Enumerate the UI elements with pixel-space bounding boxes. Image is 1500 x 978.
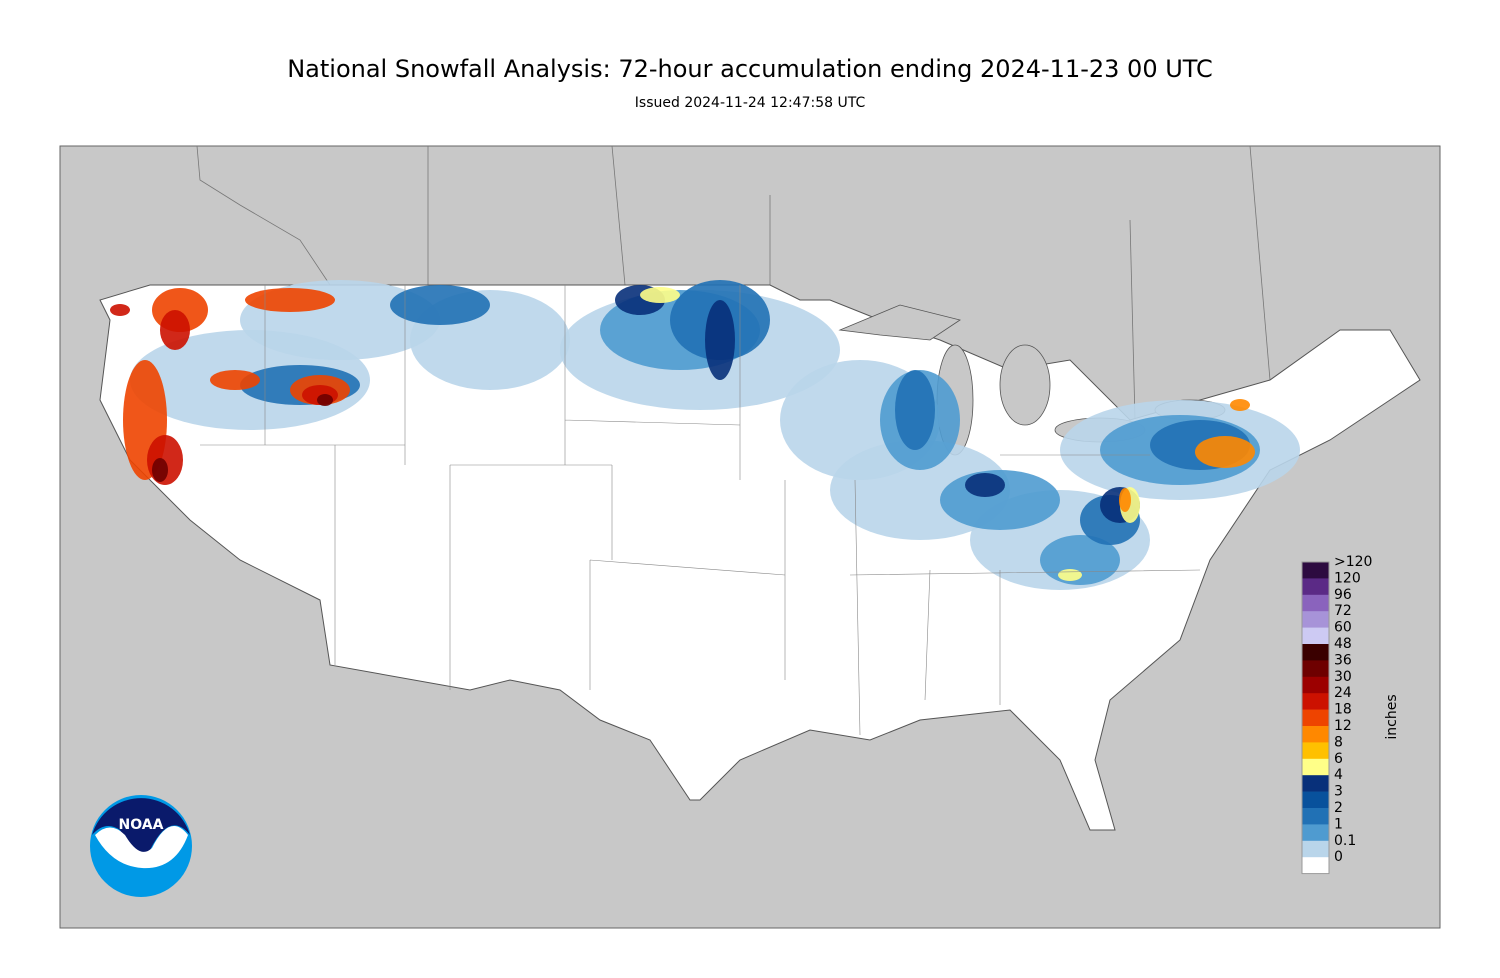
- legend-swatch: [1302, 758, 1329, 776]
- legend-label: 0: [1334, 849, 1343, 865]
- noaa-logo: NOAA: [90, 795, 192, 897]
- state-lines: [200, 285, 1201, 736]
- snow-area: [390, 285, 490, 325]
- snow-area: [210, 370, 260, 390]
- legend-swatch: [1302, 824, 1329, 842]
- logo-gull: [95, 826, 188, 869]
- legend-label: 0.1: [1334, 833, 1356, 849]
- legend-swatch: [1302, 857, 1329, 874]
- legend-swatch: [1302, 594, 1329, 612]
- legend-swatch: [1302, 709, 1329, 727]
- legend: inches >1201209672604836302418128643210.…: [1301, 554, 1400, 875]
- snow-area: [245, 288, 335, 312]
- legend-swatch: [1302, 611, 1329, 628]
- legend-swatch: [1302, 726, 1329, 743]
- title: National Snowfall Analysis: 72-hour accu…: [287, 55, 1213, 83]
- legend-swatch: [1302, 791, 1329, 809]
- subtitle: Issued 2024-11-24 12:47:58 UTC: [635, 95, 866, 111]
- snow-area: [1195, 436, 1255, 468]
- legend-label: 96: [1334, 587, 1352, 603]
- legend-label: 60: [1334, 620, 1352, 636]
- snow-area: [640, 287, 680, 303]
- snow-area: [895, 370, 935, 450]
- legend-label: 1: [1334, 816, 1343, 832]
- legend-label: >120: [1334, 554, 1372, 570]
- legend-label: 6: [1334, 751, 1343, 767]
- legend-swatch: [1302, 775, 1329, 792]
- legend-frame: [1301, 561, 1330, 875]
- snow-area: [152, 458, 168, 482]
- snow-area: [1230, 399, 1250, 411]
- legend-swatch: [1302, 627, 1329, 645]
- snow-area: [160, 310, 190, 350]
- legend-label: 72: [1334, 603, 1352, 619]
- legend-label: 8: [1334, 734, 1343, 750]
- legend-swatch: [1302, 562, 1329, 579]
- legend-label: 4: [1334, 767, 1343, 783]
- legend-swatch: [1302, 578, 1329, 596]
- legend-label: 18: [1334, 702, 1352, 718]
- legend-label: 48: [1334, 636, 1352, 652]
- legend-label: 36: [1334, 652, 1352, 668]
- snow-area: [1119, 488, 1131, 512]
- legend-label: 12: [1334, 718, 1352, 734]
- snow-area: [705, 300, 735, 380]
- legend-swatch: [1302, 644, 1329, 661]
- snow-area: [1058, 569, 1082, 581]
- legend-swatch: [1302, 840, 1329, 858]
- legend-swatch: [1302, 660, 1329, 678]
- snow-area: [110, 304, 130, 316]
- legend-unit: inches: [1384, 694, 1400, 739]
- legend-swatch: [1302, 808, 1329, 825]
- legend-swatch: [1302, 676, 1329, 694]
- legend-label: 120: [1334, 570, 1361, 586]
- snowfall-fields: [110, 280, 1300, 590]
- legend-swatch: [1302, 742, 1329, 760]
- legend-label: 2: [1334, 800, 1343, 816]
- legend-label: 30: [1334, 669, 1352, 685]
- logo-top: [92, 798, 190, 855]
- borders: [196, 145, 1271, 421]
- snow-area: [317, 394, 333, 406]
- logo-text: NOAA: [119, 817, 164, 833]
- legend-label: 24: [1334, 685, 1352, 701]
- legend-label: 3: [1334, 784, 1343, 800]
- legend-swatch: [1302, 693, 1329, 710]
- snow-area: [965, 473, 1005, 497]
